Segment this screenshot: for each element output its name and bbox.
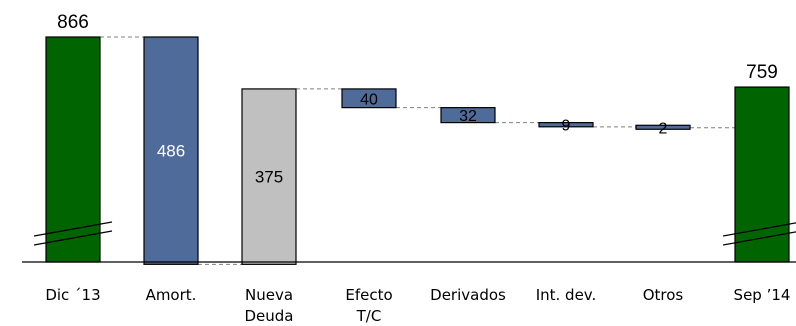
bar-7	[635, 124, 691, 130]
category-label-2: Amort.	[146, 286, 197, 304]
bar-4	[341, 88, 397, 109]
bar-6	[538, 122, 594, 128]
axis-break-line-8-a	[722, 222, 796, 237]
category-label-1: Dic ´13	[45, 286, 100, 304]
data-label-6: 9	[562, 118, 571, 135]
data-label-3: 375	[255, 168, 283, 187]
data-label-2: 486	[157, 142, 185, 161]
bar-5	[440, 107, 496, 124]
data-label-5: 32	[459, 108, 477, 125]
axis-break-line-1-a	[33, 221, 113, 237]
bar-3	[241, 88, 297, 265]
bar-1	[45, 36, 101, 263]
data-label-7: 2	[659, 120, 668, 137]
axis-break-line-8-b	[722, 231, 796, 246]
bar-2	[143, 36, 199, 265]
bar-8	[734, 86, 790, 263]
category-label-4: Efecto T/C	[345, 286, 392, 325]
axis-break-line-1-b	[33, 230, 113, 246]
data-label-1: 866	[57, 12, 89, 33]
data-label-8: 759	[746, 62, 778, 83]
category-label-6: Int. dev.	[536, 286, 597, 304]
category-label-5: Derivados	[430, 286, 506, 304]
category-label-7: Otros	[643, 286, 684, 304]
data-label-4: 40	[360, 91, 378, 108]
category-label-3: Nueva Deuda	[245, 286, 294, 325]
category-label-8: Sep ’14	[734, 286, 791, 304]
